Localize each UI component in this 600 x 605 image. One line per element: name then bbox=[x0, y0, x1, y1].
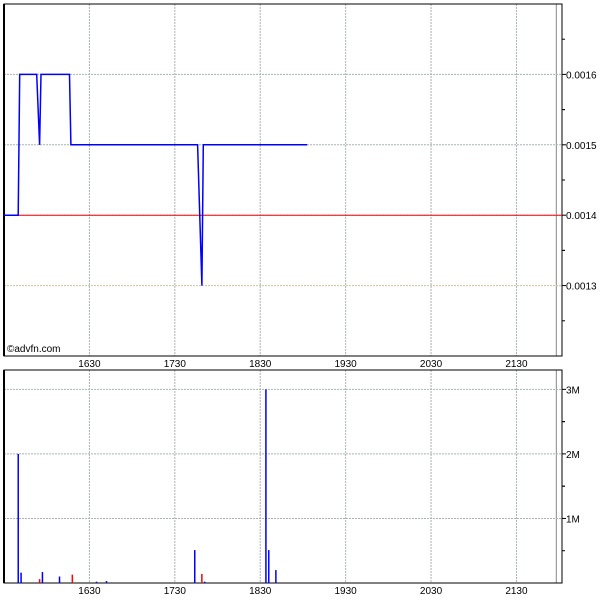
x-tick-label: 2130 bbox=[505, 586, 528, 597]
y-tick-label: 1M bbox=[566, 514, 580, 525]
price-panel: 1630 1730 1830 1930 2030 2130 0.0013 0.0014 0.00… bbox=[4, 4, 597, 370]
x-tick-label: 2130 bbox=[505, 359, 528, 370]
x-tick-label: 2030 bbox=[420, 359, 443, 370]
volume-bar bbox=[42, 572, 44, 583]
x-tick-label: 1930 bbox=[335, 586, 358, 597]
plot-frame bbox=[4, 370, 562, 583]
x-tick-label: 1630 bbox=[78, 359, 101, 370]
plot-frame bbox=[4, 4, 562, 356]
price-line bbox=[4, 74, 307, 285]
y-tick-label: 0.0013 bbox=[566, 282, 597, 293]
y-tick-label: 3M bbox=[566, 385, 580, 396]
volume-bar bbox=[39, 579, 41, 583]
volume-bar bbox=[96, 582, 98, 583]
volume-bar bbox=[268, 550, 270, 583]
volume-bar bbox=[20, 573, 22, 583]
volume-bar bbox=[72, 575, 74, 583]
x-tick-label: 1830 bbox=[249, 586, 272, 597]
y-tick-label: 2M bbox=[566, 450, 580, 461]
volume-panel: 1630 1730 1830 1930 2030 2130 1M 2M 3M bbox=[4, 370, 580, 597]
volume-bar bbox=[17, 454, 19, 583]
x-tick-label: 1930 bbox=[335, 359, 358, 370]
x-tick-label: 1630 bbox=[78, 586, 101, 597]
y-tick-label: 0.0014 bbox=[566, 211, 597, 222]
x-tick-label: 1830 bbox=[249, 359, 272, 370]
volume-bar bbox=[194, 550, 196, 583]
volume-bar bbox=[201, 574, 203, 583]
volume-bar bbox=[204, 582, 206, 583]
watermark: ©advfn.com bbox=[7, 344, 61, 355]
volume-bar bbox=[106, 581, 108, 583]
volume-bar bbox=[59, 577, 61, 583]
x-tick-label: 2030 bbox=[420, 586, 443, 597]
volume-bar bbox=[275, 570, 277, 583]
volume-bar bbox=[265, 389, 267, 583]
y-tick-label: 0.0016 bbox=[566, 70, 597, 81]
x-tick-label: 1730 bbox=[164, 359, 187, 370]
y-tick-label: 0.0015 bbox=[566, 141, 597, 152]
x-tick-label: 1730 bbox=[164, 586, 187, 597]
